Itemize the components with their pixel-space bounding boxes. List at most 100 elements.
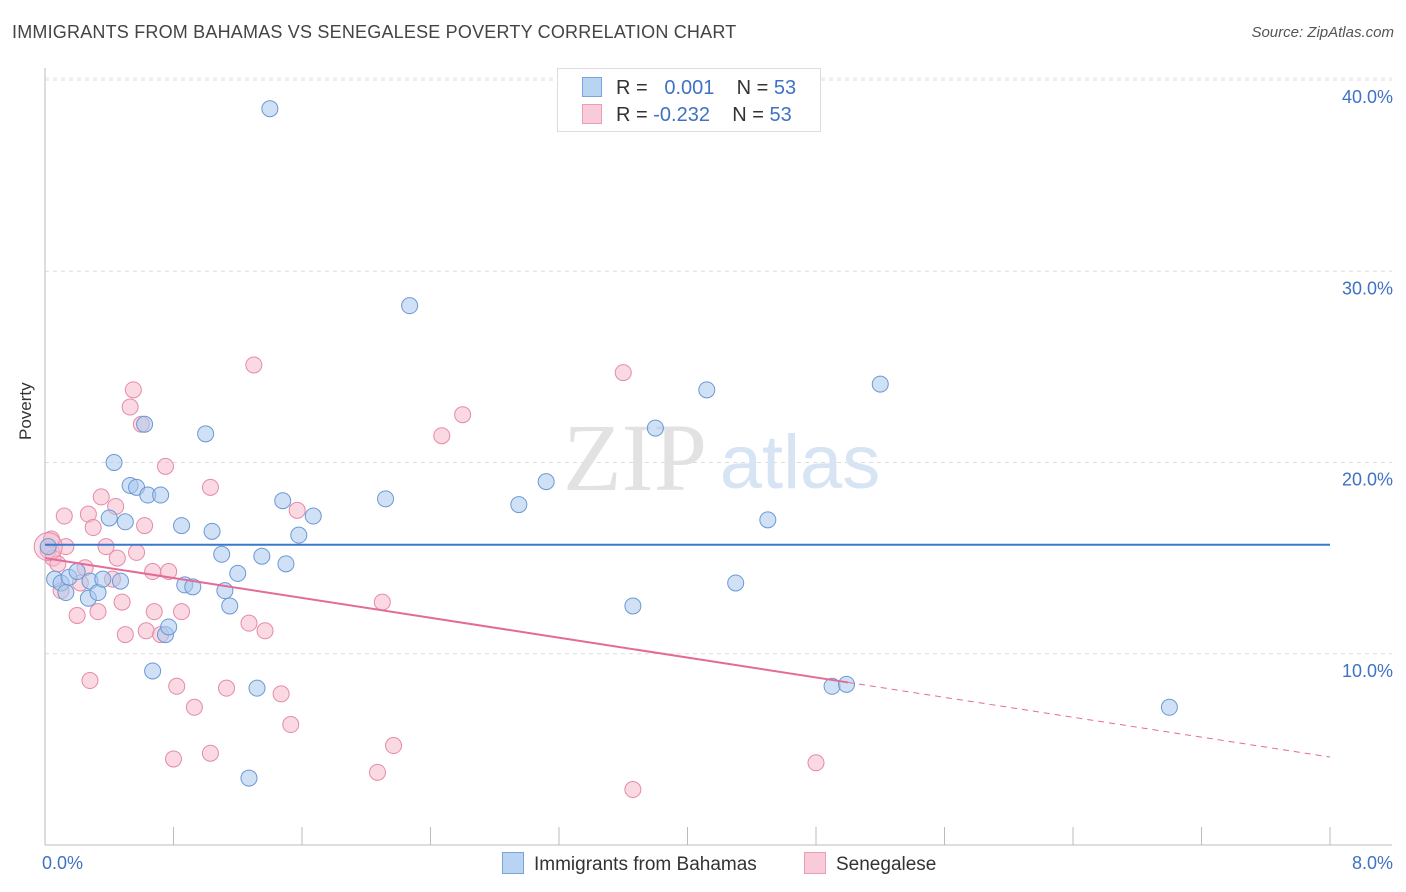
senegalese-point — [201, 744, 219, 762]
bahamas-point — [537, 473, 555, 491]
senegalese-point — [84, 519, 102, 537]
bahamas-point — [160, 618, 178, 636]
legend-n-label: N = — [732, 104, 764, 126]
legend-swatch-blue — [502, 852, 524, 874]
legend-n-value: 53 — [773, 77, 797, 99]
senegalese-point — [97, 538, 115, 556]
watermark-atlas: atlas — [720, 420, 881, 505]
senegalese-point — [89, 603, 107, 621]
legend-r-label: R = — [616, 77, 648, 99]
bahamas-point — [136, 415, 154, 433]
bahamas-point — [116, 513, 134, 531]
senegalese-point — [136, 517, 154, 535]
bahamas-point — [253, 547, 271, 565]
senegalese-point — [137, 622, 155, 640]
bahamas-point — [248, 679, 266, 697]
senegalese-point — [807, 754, 825, 772]
senegalese-point — [156, 457, 174, 475]
senegalese-point — [128, 543, 146, 561]
bahamas-point — [213, 545, 231, 563]
x-tick-label-min: 0.0% — [42, 853, 83, 873]
senegalese-point — [433, 427, 451, 445]
trend-lines — [44, 543, 1331, 758]
watermark-zip: ZIP — [563, 404, 707, 511]
bahamas-point — [240, 769, 258, 787]
senegalese-point — [173, 603, 191, 621]
bahamas-point — [94, 570, 112, 588]
bahamas-point — [377, 490, 395, 508]
senegalese-point — [288, 501, 306, 519]
senegalese-point — [614, 364, 632, 382]
senegalese-point — [368, 763, 386, 781]
y-tick-label: 30.0% — [1342, 278, 1393, 298]
y-tick-label: 10.0% — [1342, 661, 1393, 681]
senegalese-point — [185, 698, 203, 716]
senegalese-point — [116, 626, 134, 644]
senegalese-point — [124, 381, 142, 399]
senegalese-point — [373, 593, 391, 611]
axes — [44, 68, 1392, 846]
bahamas-point — [698, 381, 716, 399]
senegalese-point — [624, 781, 642, 799]
senegalese-point — [218, 679, 236, 697]
legend-row-senegalese: R = -0.232 N = 53 — [582, 104, 792, 128]
bahamas-point — [100, 509, 118, 527]
bahamas-point — [277, 555, 295, 573]
y-tick-label: 40.0% — [1342, 87, 1393, 107]
senegalese-point — [272, 685, 290, 703]
legend-swatch-pink — [582, 104, 602, 124]
x-tick-label-max: 8.0% — [1352, 853, 1393, 873]
senegalese-point — [145, 603, 163, 621]
senegalese-point — [68, 607, 86, 624]
senegalese-point — [240, 614, 258, 632]
bahamas-point — [111, 572, 129, 590]
senegalese-point — [454, 406, 472, 424]
bahamas-point — [203, 522, 221, 540]
bahamas-point — [274, 492, 292, 510]
senegalese-point — [121, 398, 139, 416]
senegalese-trend-line — [44, 557, 849, 684]
bahamas-point — [57, 584, 75, 602]
stats-legend: R = 0.001 N = 53 R = -0.232 N = 53 — [557, 68, 821, 132]
senegalese-point — [160, 563, 178, 581]
legend-label-bahamas: Immigrants from Bahamas — [534, 854, 757, 875]
senegalese-point — [385, 737, 403, 755]
bahamas-point — [229, 564, 247, 582]
bahamas-point — [197, 425, 215, 443]
bahamas-point — [39, 538, 57, 556]
bahamas-point — [304, 507, 322, 525]
legend-n-label: N = — [736, 77, 769, 99]
legend-label-senegalese: Senegalese — [836, 854, 937, 875]
senegalese-point — [144, 563, 162, 581]
bahamas-point — [173, 517, 191, 535]
bahamas-point — [401, 297, 419, 315]
legend-row-bahamas: R = 0.001 N = 53 — [582, 77, 796, 101]
legend-n-value: 53 — [769, 104, 792, 126]
senegalese-point — [201, 478, 219, 496]
y-tick-label: 20.0% — [1342, 470, 1393, 490]
chart-title: IMMIGRANTS FROM BAHAMAS VS SENEGALESE PO… — [12, 22, 737, 42]
senegalese-point — [165, 750, 182, 768]
bahamas-point — [290, 526, 308, 544]
bahamas-point — [838, 675, 856, 693]
senegalese-point — [108, 549, 126, 567]
senegalese-point — [81, 672, 99, 690]
bahamas-point — [184, 578, 202, 596]
bahamas-point — [221, 597, 239, 615]
legend-swatch-blue — [582, 77, 602, 97]
legend-swatch-pink — [804, 852, 826, 874]
bahamas-point — [261, 100, 279, 118]
senegalese-point — [168, 677, 186, 695]
senegalese-points — [33, 356, 825, 799]
bottom-legend-bahamas: Immigrants from Bahamas — [502, 852, 757, 876]
senegalese-point — [282, 716, 300, 734]
bottom-legend-senegalese: Senegalese — [804, 852, 936, 876]
tick-labels: 10.0% 20.0% 30.0% 40.0% 0.0% 8.0% — [42, 87, 1393, 873]
bahamas-point — [105, 454, 123, 471]
senegalese-point — [92, 488, 110, 506]
senegalese-point — [55, 507, 73, 525]
bahamas-point — [1160, 698, 1178, 716]
senegalese-point — [245, 356, 263, 374]
legend-r-value: -0.232 — [653, 104, 710, 126]
